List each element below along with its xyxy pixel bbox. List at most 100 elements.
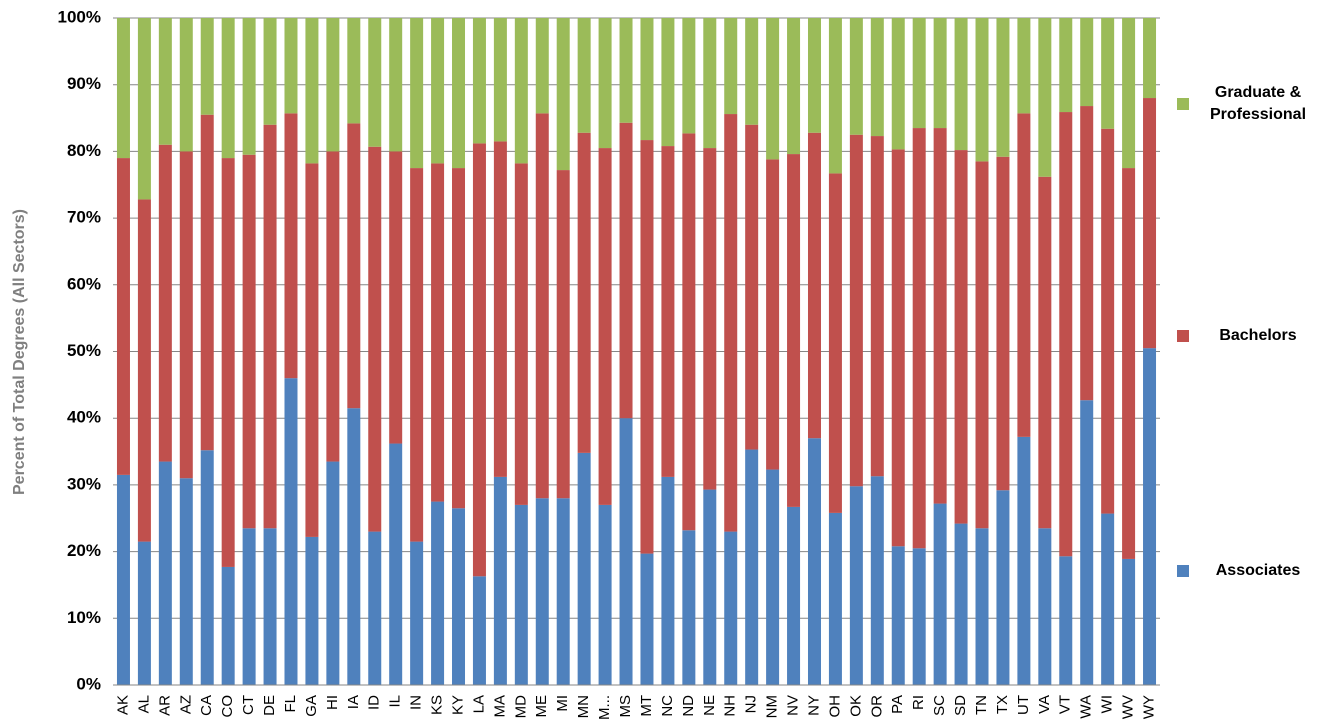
- bar-segment: [368, 531, 382, 685]
- bar-segment: [828, 173, 842, 513]
- bar-segment: [891, 18, 905, 150]
- bar-segment: [368, 18, 382, 147]
- bar-segment: [933, 128, 947, 504]
- bar-segment: [452, 508, 466, 685]
- bar-segment: [242, 528, 256, 685]
- bar-segment: [1038, 176, 1052, 529]
- bar-segment: [452, 18, 466, 169]
- bar-segment: [1059, 18, 1073, 113]
- bar-segment: [368, 146, 382, 532]
- bar-segment: [577, 452, 591, 685]
- bar-segment: [682, 133, 696, 531]
- bar-segment: [870, 136, 884, 477]
- bar-segment: [703, 18, 717, 149]
- x-tick-label: AZ: [177, 695, 194, 714]
- bar-segment: [807, 438, 821, 685]
- bar-segment: [326, 18, 340, 152]
- bar-segment: [200, 450, 214, 685]
- bar-segment: [891, 546, 905, 685]
- bar-segment: [493, 141, 507, 477]
- bar-segment: [577, 132, 591, 453]
- bar-segment: [347, 123, 361, 409]
- bar-segment: [347, 408, 361, 685]
- bar-segment: [242, 154, 256, 529]
- y-tick-label: 80%: [67, 141, 101, 160]
- bar-segment: [116, 158, 130, 475]
- x-tick-label: NY: [805, 695, 822, 716]
- bar-segment: [221, 566, 235, 685]
- x-tick-label: NE: [701, 695, 718, 716]
- bar-segment: [745, 449, 759, 685]
- bar-segment: [975, 161, 989, 529]
- x-tick-label: CO: [219, 695, 236, 718]
- bar-segment: [954, 150, 968, 524]
- x-tick-label: ME: [533, 695, 550, 718]
- x-tick-label: KY: [449, 695, 466, 715]
- legend-label: Graduate & Professional: [1209, 84, 1307, 123]
- bar-segment: [1017, 18, 1031, 114]
- bar-segment: [766, 469, 780, 685]
- y-tick-label: 20%: [67, 541, 101, 560]
- bar-segment: [807, 18, 821, 133]
- bar-segment: [933, 503, 947, 685]
- bar-segment: [954, 523, 968, 685]
- x-tick-label: NV: [785, 695, 802, 716]
- x-tick-label: SC: [931, 695, 948, 716]
- bar-segment: [389, 151, 403, 444]
- x-tick-label: AR: [156, 695, 173, 716]
- bar-segment: [263, 18, 277, 125]
- bar-segment: [640, 553, 654, 685]
- bar-segment: [347, 18, 361, 124]
- bar-segment: [452, 168, 466, 509]
- bar-segment: [137, 199, 151, 542]
- bar-segment: [535, 498, 549, 685]
- bar-segment: [1101, 18, 1115, 129]
- bar-segment: [1101, 128, 1115, 514]
- y-tick-label: 70%: [67, 208, 101, 227]
- x-tick-label: WV: [1120, 695, 1137, 719]
- bar-segment: [849, 486, 863, 685]
- bar-segment: [870, 476, 884, 685]
- bar-segment: [933, 18, 947, 129]
- x-tick-label: M...: [596, 695, 613, 720]
- bar-segment: [158, 18, 172, 145]
- bar-segment: [682, 18, 696, 134]
- bar-segment: [1080, 18, 1094, 107]
- bar-segment: [535, 113, 549, 499]
- bar-segment: [410, 541, 424, 685]
- bar-segment: [912, 128, 926, 549]
- x-tick-label: GA: [303, 695, 320, 717]
- bar-segment: [263, 528, 277, 685]
- bar-segment: [661, 18, 675, 147]
- bar-segment: [472, 143, 486, 577]
- bar-segment: [410, 168, 424, 542]
- y-tick-label: 50%: [67, 341, 101, 360]
- bar-segment: [179, 478, 193, 685]
- x-tick-label: PA: [889, 695, 906, 714]
- x-tick-label: AL: [135, 695, 152, 713]
- bar-segment: [284, 378, 298, 685]
- bar-segment: [389, 18, 403, 152]
- bar-segment: [431, 501, 445, 685]
- x-tick-label: VT: [1057, 695, 1074, 714]
- bar-segment: [1122, 558, 1136, 685]
- x-tick-label: DE: [261, 695, 278, 716]
- bar-segment: [975, 528, 989, 685]
- x-tick-label: KS: [429, 695, 446, 715]
- bar-segment: [912, 18, 926, 129]
- x-tick-label: MD: [512, 695, 529, 718]
- bar-segment: [724, 531, 738, 685]
- bar-segment: [1038, 528, 1052, 685]
- bar-segment: [703, 148, 717, 490]
- y-tick-label: 60%: [67, 274, 101, 293]
- x-tick-label: WY: [1140, 695, 1157, 719]
- bar-segment: [263, 124, 277, 529]
- bar-segment: [389, 443, 403, 685]
- bar-segment: [996, 18, 1010, 157]
- bar-segment: [807, 132, 821, 439]
- bar-segment: [1122, 168, 1136, 559]
- bar-segment: [787, 506, 801, 685]
- x-tick-label: NH: [722, 695, 739, 717]
